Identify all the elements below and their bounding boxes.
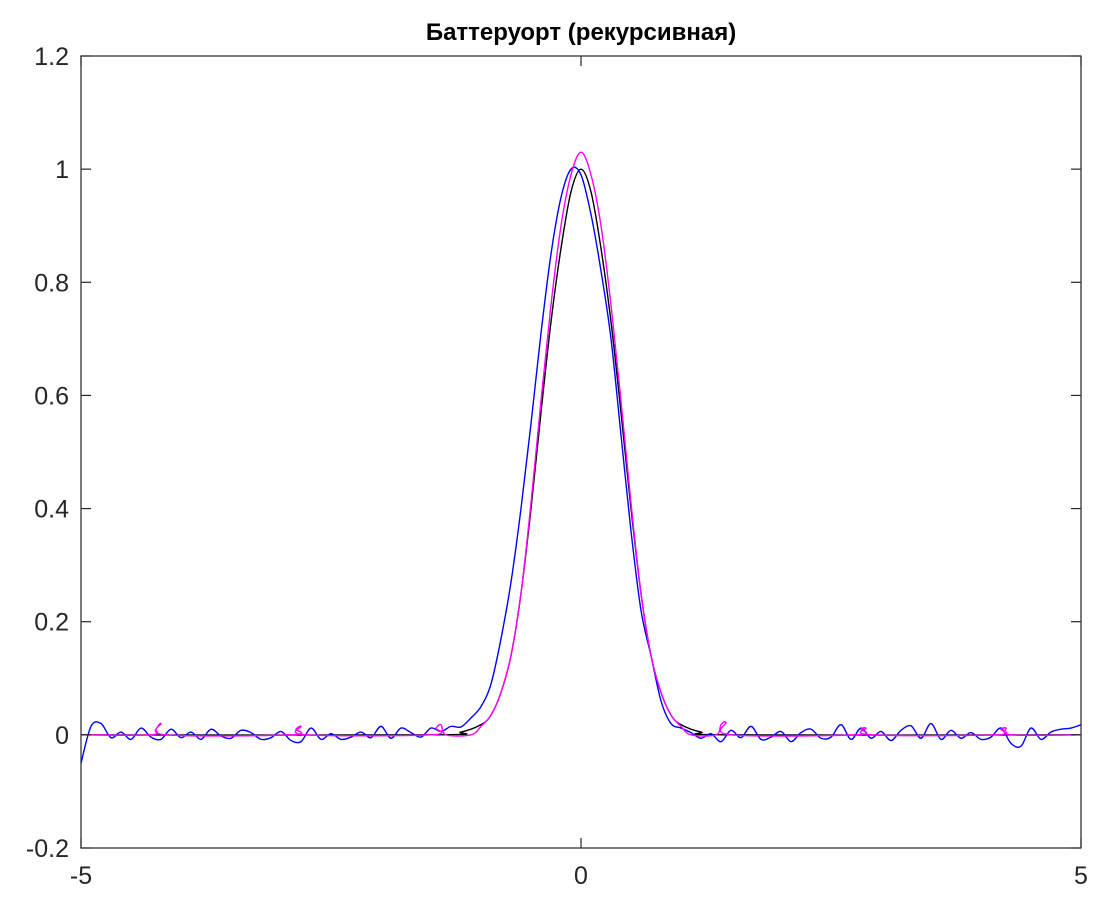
x-tick-label: 0 [574,862,588,890]
y-tick-label: 1.2 [34,43,69,71]
series-line-3 [80,151,1082,737]
y-tick-label: -0.2 [26,835,69,863]
series-line-2 [80,166,1082,764]
chart-title: Баттеруорт (рекурсивная) [426,19,736,46]
y-tick-label: 1 [55,156,69,184]
ticks-layer: -0.2 0 0.2 0.4 0.6 0.8 1 1.2 -5 0 5 [26,43,1088,890]
y-tick-label: 0.8 [34,269,69,297]
x-tick-label: 5 [1074,862,1088,890]
y-tick-label: 0.2 [34,609,69,637]
series-line-1 [80,168,1082,736]
x-tick-label: -5 [70,862,92,890]
y-tick-label: 0.4 [34,496,69,524]
plot-area: -0.2 0 0.2 0.4 0.6 0.8 1 1.2 -5 0 5 [26,43,1088,890]
y-tick-label: 0.6 [34,382,69,410]
y-tick-label: 0 [55,722,69,750]
series-layer [80,151,1082,764]
